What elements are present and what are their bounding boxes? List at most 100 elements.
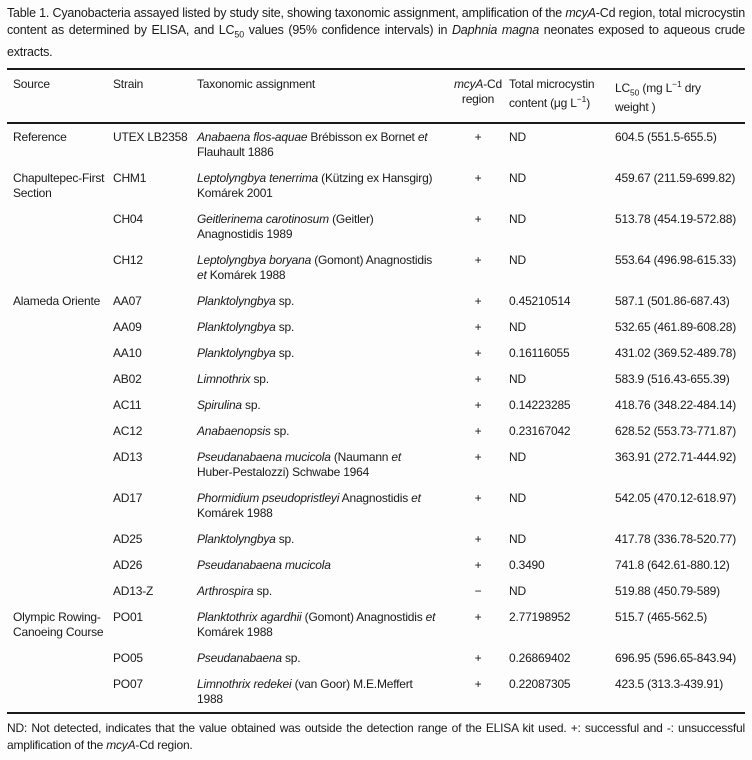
cell-mcya-region: − bbox=[474, 583, 482, 598]
cell-source bbox=[7, 485, 113, 526]
table-row: AC11 Spirulina sp. + 0.14223285 418.76 (… bbox=[7, 392, 745, 418]
cell-taxonomic-assignment: Anabaena flos-aquae Brébisson ex Bornet … bbox=[197, 129, 428, 159]
header-microcystin-content: Total microcystin content (μg L−1) bbox=[509, 68, 615, 124]
cell-taxonomic-assignment: Leptolyngbya tenerrima (Kützing ex Hansg… bbox=[197, 170, 433, 200]
cell-mcya-region: + bbox=[474, 490, 482, 505]
cell-microcystin-content: ND bbox=[509, 129, 526, 144]
cell-microcystin-content: ND bbox=[509, 319, 526, 334]
cell-microcystin-content: 0.22087305 bbox=[509, 676, 571, 691]
cell-mcya-region: + bbox=[474, 252, 482, 267]
cell-microcystin-content: ND bbox=[509, 531, 526, 546]
cell-strain: UTEX LB2358 bbox=[113, 129, 188, 144]
cell-mcya-region: + bbox=[474, 449, 482, 464]
cell-strain: CHM1 bbox=[113, 170, 147, 185]
table-row: AB02 Limnothrix sp. + ND 583.9 (516.43-6… bbox=[7, 366, 745, 392]
table-row: AC12 Anabaenopsis sp. + 0.23167042 628.5… bbox=[7, 418, 745, 444]
cell-lc50: 417.78 (336.78-520.77) bbox=[615, 531, 737, 546]
table-row: CH12 Leptolyngbya boryana (Gomont) Anagn… bbox=[7, 247, 745, 288]
cell-mcya-region: + bbox=[474, 531, 482, 546]
cell-microcystin-content: ND bbox=[509, 170, 526, 185]
cell-source bbox=[7, 444, 113, 485]
cell-microcystin-content: ND bbox=[509, 211, 526, 226]
cell-microcystin-content: ND bbox=[509, 583, 526, 598]
cell-strain: CH12 bbox=[113, 252, 143, 267]
header-source: Source bbox=[7, 68, 113, 124]
cell-source: Alameda Oriente bbox=[13, 293, 101, 308]
table-row: AD17 Phormidium pseudopristleyi Anagnost… bbox=[7, 485, 745, 526]
table-row: PO05 Pseudanabaena sp. + 0.26869402 696.… bbox=[7, 645, 745, 671]
table-row: AD13-Z Arthrospira sp. − ND 519.88 (450.… bbox=[7, 578, 745, 604]
cell-microcystin-content: 0.3490 bbox=[509, 557, 545, 572]
cell-strain: AA07 bbox=[113, 293, 142, 308]
cell-mcya-region: + bbox=[474, 676, 482, 691]
cell-mcya-region: + bbox=[474, 211, 482, 226]
cell-lc50: 423.5 (313.3-439.91) bbox=[615, 676, 724, 691]
cell-taxonomic-assignment: Limnothrix sp. bbox=[197, 371, 269, 386]
table-row: AD25 Planktolyngbya sp. + ND 417.78 (336… bbox=[7, 526, 745, 552]
cell-mcya-region: + bbox=[474, 609, 482, 624]
cell-taxonomic-assignment: Planktolyngbya sp. bbox=[197, 531, 295, 546]
cell-microcystin-content: 2.77198952 bbox=[509, 609, 571, 624]
cell-source: Chapultepec-First Section bbox=[13, 170, 105, 200]
table-row: AA09 Planktolyngbya sp. + ND 532.65 (461… bbox=[7, 314, 745, 340]
cell-source: Reference bbox=[13, 129, 67, 144]
cell-lc50: 459.67 (211.59-699.82) bbox=[615, 170, 736, 185]
cell-taxonomic-assignment: Planktolyngbya sp. bbox=[197, 293, 295, 308]
cell-taxonomic-assignment: Planktolyngbya sp. bbox=[197, 319, 295, 334]
header-row: Source Strain Taxonomic assignment mcyA-… bbox=[7, 68, 745, 124]
table-row: AD26 Pseudanabaena mucicola + 0.3490 741… bbox=[7, 552, 745, 578]
cell-strain: AD26 bbox=[113, 557, 143, 572]
cell-microcystin-content: ND bbox=[509, 371, 526, 386]
cell-strain: AC12 bbox=[113, 423, 143, 438]
cell-taxonomic-assignment: Planktolyngbya sp. bbox=[197, 345, 295, 360]
cell-mcya-region: + bbox=[474, 650, 482, 665]
cell-microcystin-content: 0.45210514 bbox=[509, 293, 571, 308]
cell-lc50: 363.91 (272.71-444.92) bbox=[615, 449, 737, 464]
table-caption: Table 1. Cyanobacteria assayed listed by… bbox=[7, 6, 745, 59]
table-row: Olympic Rowing-Canoeing Course PO01 Plan… bbox=[7, 604, 745, 645]
cell-microcystin-content: 0.16116055 bbox=[509, 345, 570, 360]
cell-strain: AB02 bbox=[113, 371, 142, 386]
cell-lc50: 532.65 (461.89-608.28) bbox=[615, 319, 737, 334]
cell-source bbox=[7, 645, 113, 671]
cell-microcystin-content: ND bbox=[509, 449, 526, 464]
header-strain: Strain bbox=[113, 68, 197, 124]
cell-lc50: 741.8 (642.61-880.12) bbox=[615, 557, 730, 572]
table-row: Chapultepec-First Section CHM1 Leptolyng… bbox=[7, 165, 745, 206]
cell-strain: PO01 bbox=[113, 609, 143, 624]
cell-source bbox=[7, 526, 113, 552]
cell-lc50: 604.5 (551.5-655.5) bbox=[615, 129, 717, 144]
cell-taxonomic-assignment: Leptolyngbya boryana (Gomont) Anagnostid… bbox=[197, 252, 433, 282]
cell-lc50: 696.95 (596.65-843.94) bbox=[615, 650, 737, 665]
cell-source bbox=[7, 671, 113, 713]
cell-taxonomic-assignment: Pseudanabaena sp. bbox=[197, 650, 301, 665]
cell-strain: AA09 bbox=[113, 319, 142, 334]
cell-lc50: 515.7 (465-562.5) bbox=[615, 609, 708, 624]
cell-lc50: 583.9 (516.43-655.39) bbox=[615, 371, 730, 386]
cell-microcystin-content: 0.23167042 bbox=[509, 423, 571, 438]
cell-source bbox=[7, 366, 113, 392]
cell-source bbox=[7, 206, 113, 247]
cell-lc50: 553.64 (496.98-615.33) bbox=[615, 252, 737, 267]
cell-microcystin-content: ND bbox=[509, 252, 526, 267]
cell-strain: PO07 bbox=[113, 676, 143, 691]
cell-mcya-region: + bbox=[474, 129, 482, 144]
cell-microcystin-content: 0.26869402 bbox=[509, 650, 571, 665]
cell-microcystin-content: 0.14223285 bbox=[509, 397, 571, 412]
cell-mcya-region: + bbox=[474, 371, 482, 386]
table-row: Reference UTEX LB2358 Anabaena flos-aqua… bbox=[7, 123, 745, 165]
cell-strain: AD25 bbox=[113, 531, 143, 546]
header-lc50: LC50 (mg L−1 dry weight ) bbox=[615, 68, 745, 124]
cell-source bbox=[7, 578, 113, 604]
cell-microcystin-content: ND bbox=[509, 490, 526, 505]
cell-lc50: 513.78 (454.19-572.88) bbox=[615, 211, 737, 226]
cell-source bbox=[7, 552, 113, 578]
cell-source bbox=[7, 247, 113, 288]
cell-mcya-region: + bbox=[474, 557, 482, 572]
cell-taxonomic-assignment: Phormidium pseudopristleyi Anagnostidis … bbox=[197, 490, 421, 520]
cell-strain: AD17 bbox=[113, 490, 143, 505]
cell-taxonomic-assignment: Pseudanabaena mucicola (Naumann et Huber… bbox=[197, 449, 402, 479]
cell-source bbox=[7, 314, 113, 340]
cell-lc50: 519.88 (450.79-589) bbox=[615, 583, 720, 598]
cell-lc50: 587.1 (501.86-687.43) bbox=[615, 293, 730, 308]
